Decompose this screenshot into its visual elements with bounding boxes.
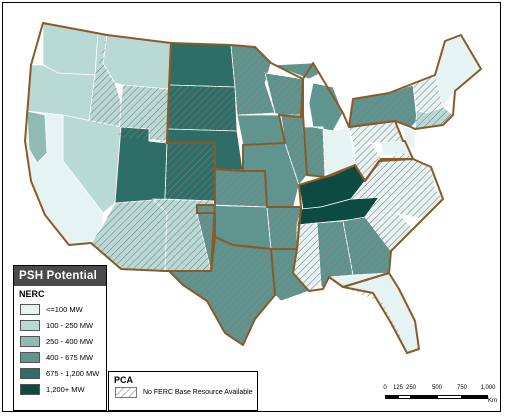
scale-tick-label: 125 bbox=[392, 385, 404, 391]
state-new-jersey bbox=[402, 126, 416, 152]
pca-legend-item: No FERC Base Resource Available bbox=[115, 387, 257, 398]
pca-legend-label: No FERC Base Resource Available bbox=[143, 389, 253, 396]
scale-tick-label: 750 bbox=[456, 385, 468, 391]
nerc-mro-outline bbox=[166, 42, 304, 172]
scale-segment bbox=[437, 395, 462, 399]
legend-swatch bbox=[20, 351, 40, 363]
pca-hatch-overlays bbox=[89, 35, 453, 353]
scale-tick-label: 250 bbox=[405, 385, 417, 391]
nerc-region-outlines bbox=[24, 22, 482, 354]
legend-swatch bbox=[20, 335, 40, 347]
legend-swatch bbox=[20, 303, 40, 315]
pca-legend: PCA No FERC Base Resource Available bbox=[108, 371, 258, 411]
legend-title: PSH Potential bbox=[14, 266, 106, 286]
legend-label: 100 - 250 MW bbox=[46, 320, 94, 330]
psh-potential-legend: PSH Potential NERC <=100 MW 100 - 250 MW… bbox=[13, 265, 107, 411]
scale-tick-label: 0 bbox=[383, 385, 387, 391]
legend-swatch bbox=[20, 319, 40, 331]
scale-segment bbox=[411, 395, 437, 399]
legend-item: 1,200+ MW bbox=[20, 381, 106, 397]
nerc-npcc-outline bbox=[348, 34, 482, 130]
legend-label: 400 - 675 MW bbox=[46, 352, 94, 362]
legend-label: 1,200+ MW bbox=[46, 384, 85, 394]
nerc-frcc-outline bbox=[342, 272, 420, 354]
state-maine bbox=[434, 34, 482, 108]
state-north-dakota bbox=[168, 42, 236, 88]
legend-label: 675 - 1,200 MW bbox=[46, 368, 100, 378]
scale-segment bbox=[385, 395, 398, 399]
legend-subtitle: NERC bbox=[19, 289, 45, 299]
scale-segment bbox=[462, 395, 488, 399]
state-florida bbox=[327, 272, 420, 354]
scale-bar: 0 125 250 500 750 1,000 Km bbox=[382, 385, 497, 409]
legend-item: 675 - 1,200 MW bbox=[20, 365, 106, 381]
nerc-ercot-outline bbox=[168, 236, 276, 346]
us-map bbox=[24, 22, 482, 354]
state-iowa bbox=[236, 114, 286, 146]
scale-unit: Km bbox=[488, 398, 497, 404]
scale-tick-label: 1,000 bbox=[480, 385, 496, 391]
legend-swatch bbox=[20, 383, 40, 395]
legend-label: <=100 MW bbox=[46, 304, 83, 314]
scale-segment bbox=[398, 395, 411, 399]
legend-item: 100 - 250 MW bbox=[20, 317, 106, 333]
nerc-serc-outline bbox=[292, 158, 444, 292]
hatch-swatch bbox=[115, 387, 137, 398]
map-frame: PSH Potential NERC <=100 MW 100 - 250 MW… bbox=[2, 2, 501, 412]
legend-swatch bbox=[20, 367, 40, 379]
state-california-north bbox=[26, 110, 48, 164]
legend-item: 400 - 675 MW bbox=[20, 349, 106, 365]
pca-legend-title: PCA bbox=[114, 375, 134, 385]
legend-item: 250 - 400 MW bbox=[20, 333, 106, 349]
scale-tick-label: 500 bbox=[431, 385, 443, 391]
legend-label: 250 - 400 MW bbox=[46, 336, 94, 346]
legend-item: <=100 MW bbox=[20, 301, 106, 317]
